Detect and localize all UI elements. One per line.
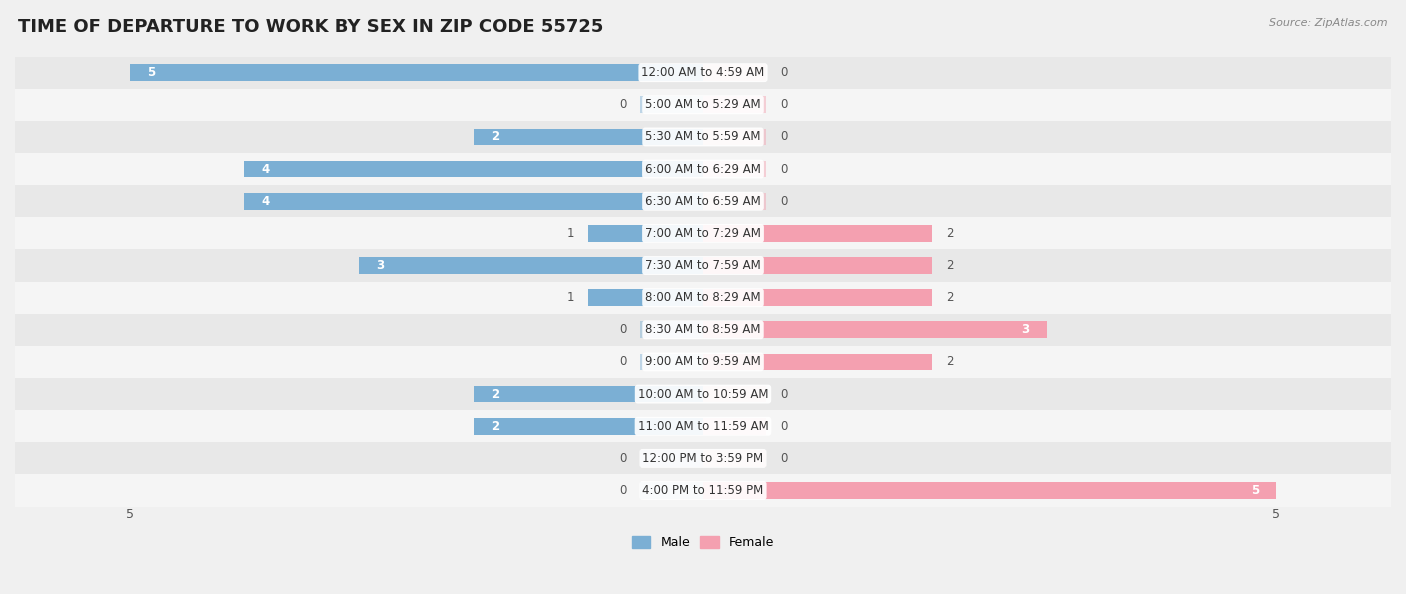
Text: 5: 5	[1272, 508, 1281, 521]
Bar	[15, 314, 1391, 346]
Text: 0: 0	[780, 195, 787, 208]
Text: 5: 5	[125, 508, 134, 521]
Bar	[703, 482, 1277, 499]
Bar	[245, 193, 703, 210]
Text: 3: 3	[377, 259, 384, 272]
Text: 0: 0	[619, 355, 626, 368]
Text: 2: 2	[491, 131, 499, 143]
Text: 2: 2	[946, 355, 953, 368]
Text: 12:00 PM to 3:59 PM: 12:00 PM to 3:59 PM	[643, 452, 763, 465]
Text: 0: 0	[780, 420, 787, 433]
Text: 0: 0	[619, 484, 626, 497]
Text: 10:00 AM to 10:59 AM: 10:00 AM to 10:59 AM	[638, 388, 768, 400]
Text: 4: 4	[262, 195, 270, 208]
Text: 2: 2	[491, 420, 499, 433]
Bar	[15, 56, 1391, 89]
Text: 0: 0	[780, 452, 787, 465]
Bar	[703, 128, 766, 146]
Text: 2: 2	[946, 259, 953, 272]
Bar	[703, 321, 1047, 338]
Text: 7:30 AM to 7:59 AM: 7:30 AM to 7:59 AM	[645, 259, 761, 272]
Bar	[15, 410, 1391, 443]
Bar	[703, 193, 766, 210]
Bar	[703, 96, 766, 113]
Bar	[588, 225, 703, 242]
Text: 8:00 AM to 8:29 AM: 8:00 AM to 8:29 AM	[645, 291, 761, 304]
Text: 5: 5	[1251, 484, 1260, 497]
Bar	[15, 217, 1391, 249]
Text: 3: 3	[1022, 323, 1029, 336]
Text: 2: 2	[491, 388, 499, 400]
Bar	[474, 418, 703, 435]
Text: 0: 0	[780, 388, 787, 400]
Bar	[640, 450, 703, 467]
Bar	[15, 89, 1391, 121]
Text: 4:00 PM to 11:59 PM: 4:00 PM to 11:59 PM	[643, 484, 763, 497]
Bar	[703, 257, 932, 274]
Legend: Male, Female: Male, Female	[627, 532, 779, 554]
Text: 0: 0	[780, 131, 787, 143]
Bar	[588, 289, 703, 306]
Bar	[15, 185, 1391, 217]
Bar	[245, 161, 703, 178]
Text: Source: ZipAtlas.com: Source: ZipAtlas.com	[1270, 18, 1388, 28]
Bar	[640, 482, 703, 499]
Bar	[703, 450, 766, 467]
Text: 8:30 AM to 8:59 AM: 8:30 AM to 8:59 AM	[645, 323, 761, 336]
Text: TIME OF DEPARTURE TO WORK BY SEX IN ZIP CODE 55725: TIME OF DEPARTURE TO WORK BY SEX IN ZIP …	[18, 18, 603, 36]
Bar	[640, 353, 703, 370]
Text: 7:00 AM to 7:29 AM: 7:00 AM to 7:29 AM	[645, 227, 761, 240]
Bar	[129, 64, 703, 81]
Bar	[15, 121, 1391, 153]
Text: 9:00 AM to 9:59 AM: 9:00 AM to 9:59 AM	[645, 355, 761, 368]
Text: 1: 1	[567, 227, 575, 240]
Bar	[15, 378, 1391, 410]
Bar	[703, 418, 766, 435]
Text: 2: 2	[946, 291, 953, 304]
Text: 5:30 AM to 5:59 AM: 5:30 AM to 5:59 AM	[645, 131, 761, 143]
Bar	[703, 353, 932, 370]
Bar	[640, 96, 703, 113]
Text: 11:00 AM to 11:59 AM: 11:00 AM to 11:59 AM	[638, 420, 768, 433]
Text: 5:00 AM to 5:29 AM: 5:00 AM to 5:29 AM	[645, 98, 761, 111]
Bar	[703, 289, 932, 306]
Text: 1: 1	[567, 291, 575, 304]
Bar	[15, 443, 1391, 475]
Text: 0: 0	[619, 452, 626, 465]
Text: 6:30 AM to 6:59 AM: 6:30 AM to 6:59 AM	[645, 195, 761, 208]
Text: 4: 4	[262, 163, 270, 176]
Text: 0: 0	[619, 323, 626, 336]
Bar	[15, 153, 1391, 185]
Bar	[359, 257, 703, 274]
Bar	[474, 386, 703, 403]
Text: 0: 0	[780, 66, 787, 79]
Bar	[703, 161, 766, 178]
Bar	[703, 386, 766, 403]
Bar	[15, 249, 1391, 282]
Bar	[640, 321, 703, 338]
Text: 0: 0	[619, 98, 626, 111]
Bar	[15, 475, 1391, 507]
Text: 12:00 AM to 4:59 AM: 12:00 AM to 4:59 AM	[641, 66, 765, 79]
Bar	[703, 64, 766, 81]
Text: 2: 2	[946, 227, 953, 240]
Bar	[15, 282, 1391, 314]
Text: 5: 5	[146, 66, 155, 79]
Text: 0: 0	[780, 98, 787, 111]
Bar	[474, 128, 703, 146]
Bar	[703, 225, 932, 242]
Bar	[15, 346, 1391, 378]
Text: 6:00 AM to 6:29 AM: 6:00 AM to 6:29 AM	[645, 163, 761, 176]
Text: 0: 0	[780, 163, 787, 176]
